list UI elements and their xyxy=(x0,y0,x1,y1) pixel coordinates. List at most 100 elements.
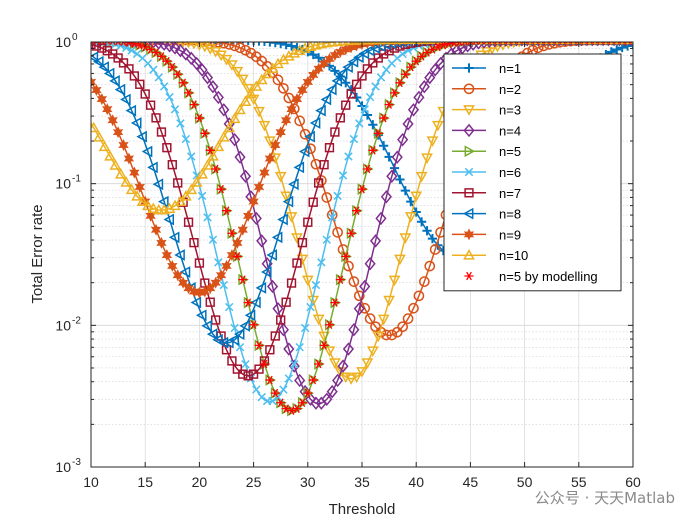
plus-marker xyxy=(230,42,233,45)
diamond-marker xyxy=(277,323,289,337)
circle-marker xyxy=(364,313,376,324)
legend-entry: n=3 xyxy=(452,103,521,118)
triangle-left-marker xyxy=(114,83,126,96)
circle-marker xyxy=(424,260,436,272)
square-marker xyxy=(205,297,215,307)
diamond-marker xyxy=(501,42,510,47)
plus-marker xyxy=(341,78,351,88)
asterisk-marker xyxy=(211,164,221,174)
hexagram-marker xyxy=(463,228,475,241)
diamond-marker xyxy=(201,70,214,85)
triangle-down-marker xyxy=(388,275,401,287)
triangle-left-marker xyxy=(331,75,343,87)
square-marker xyxy=(303,217,313,227)
plus-marker xyxy=(276,42,286,49)
square-marker xyxy=(464,188,474,198)
triangle-left-marker xyxy=(353,51,364,64)
triangle-left-marker xyxy=(233,328,245,341)
triangle-down-marker xyxy=(372,331,385,343)
triangle-down-marker xyxy=(480,46,493,58)
hexagram-marker xyxy=(150,223,162,236)
triangle-down-marker xyxy=(253,106,265,118)
square-marker xyxy=(313,178,324,188)
legend-label: n=8 xyxy=(499,207,521,222)
triangle-left-marker xyxy=(217,336,229,349)
asterisk-marker xyxy=(173,69,183,79)
x-marker xyxy=(181,134,191,144)
x-marker xyxy=(165,92,174,102)
triangle-up-marker xyxy=(125,183,138,195)
triangle-up-marker xyxy=(212,140,225,152)
triangle-left-marker xyxy=(282,195,294,208)
diamond-marker xyxy=(588,42,596,47)
square-marker xyxy=(221,345,232,355)
plus-marker xyxy=(182,42,185,45)
diamond-marker xyxy=(539,42,548,47)
circle-marker xyxy=(370,321,381,333)
legend-entry: n=8 xyxy=(452,207,521,222)
diamond-marker xyxy=(196,63,208,77)
x-marker xyxy=(187,152,196,161)
circle-marker xyxy=(402,313,414,324)
y-tick-exponent: -1 xyxy=(72,174,81,185)
legend: n=1 n=2 n=3 n=4 n=5 n=6 n=7 n=8 n=9 n=10 n=5 by mo… xyxy=(443,53,622,292)
triangle-left-marker xyxy=(130,117,142,129)
diamond-marker xyxy=(185,51,197,65)
triangle-up-marker xyxy=(245,87,257,99)
asterisk-marker xyxy=(243,298,253,307)
circle-marker xyxy=(332,226,343,238)
hexagram-marker xyxy=(221,259,232,272)
hexagram-marker xyxy=(188,285,200,298)
plus-marker xyxy=(400,186,410,196)
triangle-down-marker xyxy=(236,74,249,86)
circle-marker xyxy=(229,42,240,52)
triangle-left-marker xyxy=(136,130,147,143)
square-marker xyxy=(97,43,107,53)
triangle-left-marker xyxy=(271,231,283,244)
triangle-up-marker xyxy=(185,183,198,195)
square-marker xyxy=(243,371,253,381)
asterisk-marker xyxy=(368,145,378,155)
x-marker xyxy=(268,396,277,406)
plus-marker xyxy=(259,42,270,47)
square-marker xyxy=(308,197,318,207)
diamond-marker xyxy=(594,42,602,47)
square-marker xyxy=(145,100,156,110)
x-marker xyxy=(132,49,142,59)
legend-label: n=4 xyxy=(499,123,521,138)
diamond-marker xyxy=(615,42,624,47)
triangle-down-marker xyxy=(399,233,412,244)
x-marker xyxy=(393,53,402,63)
asterisk-marker xyxy=(221,206,232,216)
diamond-marker xyxy=(567,42,575,47)
triangle-down-marker xyxy=(415,171,428,183)
y-tick-label: 10 xyxy=(55,459,71,475)
y-tick-label: 10 xyxy=(55,317,71,333)
triangle-up-marker xyxy=(136,195,149,207)
hexagram-marker xyxy=(297,84,308,97)
diamond-marker xyxy=(472,42,485,50)
asterisk-marker xyxy=(308,375,318,385)
triangle-left-marker xyxy=(147,161,158,174)
triangle-up-marker xyxy=(282,50,295,61)
square-marker xyxy=(346,89,356,99)
legend-entry: n=4 xyxy=(452,123,521,138)
series-n-8 xyxy=(91,42,633,349)
asterisk-marker xyxy=(389,88,400,98)
circle-marker xyxy=(386,329,398,341)
asterisk-marker xyxy=(351,206,362,216)
square-marker xyxy=(156,127,167,137)
diamond-marker xyxy=(561,42,569,47)
triangle-up-marker xyxy=(109,159,122,170)
plus-marker xyxy=(368,120,378,130)
diamond-marker xyxy=(229,132,241,147)
square-marker xyxy=(194,258,205,268)
circle-marker xyxy=(245,47,257,59)
circle-marker xyxy=(278,82,289,94)
legend-label: n=7 xyxy=(499,186,521,201)
legend-entry: n=5 xyxy=(452,144,521,159)
circle-marker xyxy=(180,42,191,46)
asterisk-marker xyxy=(270,388,280,398)
triangle-down-marker xyxy=(263,136,276,147)
x-marker xyxy=(230,323,239,333)
